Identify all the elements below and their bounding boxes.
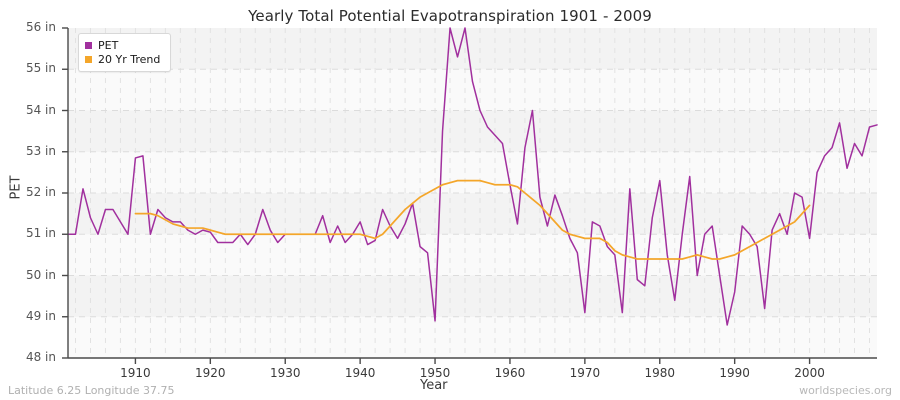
plot-band	[68, 28, 877, 70]
chart-title: Yearly Total Potential Evapotranspiratio…	[248, 7, 652, 25]
x-tick-label: 2000	[794, 366, 825, 380]
y-tick-label: 56 in	[25, 20, 56, 34]
y-tick-label: 53 in	[25, 143, 56, 158]
x-tick-label: 1920	[195, 366, 226, 380]
series-line-20-yr-trend	[134, 179, 811, 260]
legend-label-trend: 20 Yr Trend	[98, 53, 161, 66]
y-tick-label: 52 in	[25, 185, 56, 199]
gridlines	[68, 28, 877, 358]
x-tick-label: 1980	[644, 366, 676, 380]
x-tick-label: 1910	[120, 366, 151, 380]
plot-band	[68, 275, 877, 317]
x-tick-label: 1950	[419, 366, 451, 380]
series-line-pet	[67, 27, 878, 326]
y-tick-label: 51 in	[25, 226, 56, 241]
y-tick-label: 50 in	[25, 267, 56, 282]
x-tick-label: 1940	[344, 366, 376, 380]
legend-swatch-pet	[85, 42, 92, 49]
x-tick-label: 1960	[494, 366, 526, 380]
x-tick-label: 1970	[569, 366, 601, 380]
x-tick-label: 1930	[269, 366, 301, 380]
y-tick-label: 55 in	[25, 61, 56, 76]
footer-watermark: worldspecies.org	[799, 384, 892, 397]
legend-item-trend[interactable]: 20 Yr Trend	[85, 53, 160, 66]
legend-swatch-trend	[85, 56, 92, 63]
y-tick-label: 48 in	[25, 350, 56, 364]
plot-band	[68, 110, 877, 152]
y-tick-label: 49 in	[25, 308, 56, 323]
legend-label-pet: PET	[98, 39, 119, 52]
x-tick-label: 1990	[719, 366, 750, 380]
x-axis-title: Year	[420, 378, 448, 393]
chart-legend: PET 20 Yr Trend	[78, 33, 172, 72]
footer-coordinates: Latitude 6.25 Longitude 37.75	[8, 384, 175, 397]
y-tick-label: 54 in	[25, 102, 56, 117]
legend-item-pet[interactable]: PET	[85, 39, 160, 52]
